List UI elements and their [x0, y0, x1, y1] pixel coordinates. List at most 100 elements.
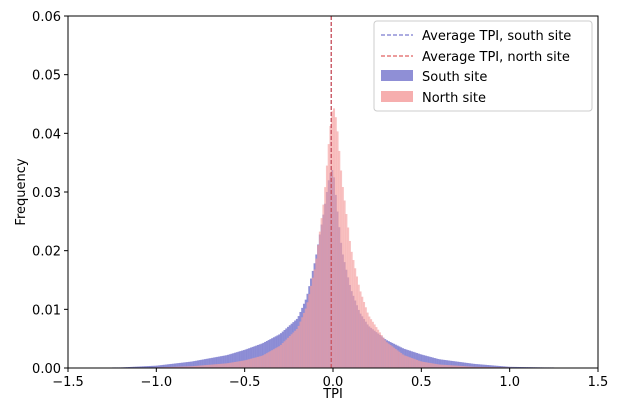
histogram-bar [195, 360, 198, 368]
histogram-bar [198, 365, 201, 368]
histogram-bar [423, 361, 426, 368]
histogram-bar [461, 362, 464, 368]
histogram-bar [421, 361, 424, 368]
histogram-bar [416, 359, 419, 368]
histogram-bar [483, 366, 486, 368]
x-axis: −1.5 −1.0 −0.5 0.0 0.5 1.0 1.5 [52, 368, 608, 390]
histogram-bar [426, 362, 429, 368]
histogram-bar [170, 363, 173, 368]
histogram-bar [253, 357, 256, 368]
histogram-bar [393, 347, 396, 368]
histogram-bar [223, 355, 226, 368]
histogram-bar [272, 349, 275, 368]
histogram-bar [371, 321, 374, 368]
histogram-bar [209, 364, 212, 368]
histogram-bar [299, 321, 302, 368]
histogram-bar [276, 347, 279, 368]
histogram-bar [269, 351, 272, 368]
histogram-bar [504, 366, 507, 368]
histogram-bar [384, 340, 387, 368]
histogram-bar [481, 364, 484, 368]
histogram-bar [235, 352, 238, 368]
histogram-bar [454, 365, 457, 368]
histogram-bar [292, 332, 295, 368]
histogram-bar [189, 366, 192, 368]
histogram-bar [140, 366, 143, 368]
histogram-bar [405, 356, 408, 368]
histogram-bar [419, 361, 422, 368]
histogram-bar [382, 337, 385, 368]
histogram-bar [472, 363, 475, 368]
histogram-bar [444, 360, 447, 368]
histogram-bar [200, 359, 203, 368]
histogram-bar [212, 357, 215, 368]
histogram-bar [249, 358, 252, 368]
histogram-bar [357, 284, 360, 368]
histogram-bar [246, 348, 249, 368]
histogram-bar [398, 351, 401, 368]
histogram-bar [281, 343, 284, 368]
histogram-bar [204, 359, 207, 368]
histogram-bar [465, 366, 468, 368]
histogram-bar [401, 354, 404, 368]
histogram-bar [315, 258, 318, 368]
histogram-bar [302, 312, 305, 368]
histogram-bar [237, 361, 240, 368]
histogram-bar [331, 111, 334, 368]
histogram-bar [364, 307, 367, 368]
histogram-bar [492, 365, 495, 368]
histogram-bar [278, 346, 281, 368]
histogram-bar [306, 302, 309, 368]
histogram-bar [181, 362, 184, 368]
histogram-bar [463, 366, 466, 368]
histogram-bar [154, 365, 157, 368]
legend-box [373, 20, 593, 112]
histogram-bar [172, 363, 175, 368]
histogram-bar [241, 360, 244, 368]
histogram-bar [440, 359, 443, 368]
y-tick-label: 0.04 [32, 127, 61, 142]
histogram-bar [193, 366, 196, 368]
histogram-bar [227, 354, 230, 368]
histogram-bar [430, 357, 433, 368]
histogram-bar [193, 361, 196, 368]
histogram-bar [417, 360, 420, 368]
histogram-bar [172, 366, 175, 368]
histogram-bar [317, 245, 320, 368]
histogram-bar [329, 126, 332, 368]
histogram-bar [454, 361, 457, 368]
histogram-bar [444, 364, 447, 368]
histogram-bar [304, 308, 307, 368]
histogram-bar [313, 269, 316, 368]
histogram-bar [234, 352, 237, 368]
histogram-bar [287, 337, 290, 368]
histogram-bar [158, 365, 161, 368]
histogram-bar [271, 350, 274, 368]
histogram-bar [209, 358, 212, 368]
histogram-bar [460, 362, 463, 368]
histogram-bar [168, 366, 171, 368]
histogram-bar [507, 366, 510, 368]
histogram-bar [461, 366, 464, 368]
histogram-bar [338, 150, 341, 368]
histogram-bar [431, 357, 434, 368]
histogram-bar [511, 366, 514, 368]
histogram-bar [377, 329, 380, 368]
histogram-bar [280, 344, 283, 368]
histogram-bar [145, 366, 148, 368]
legend-south-label: South site [422, 70, 487, 85]
histogram-bar [476, 366, 479, 368]
histogram-bar [366, 312, 369, 368]
histogram-bar [506, 366, 509, 368]
histogram-bar [149, 365, 152, 368]
histogram-bar [204, 365, 207, 368]
histogram-bar [184, 366, 187, 368]
histogram-bar [212, 364, 215, 368]
y-axis: 0.00 0.01 0.02 0.03 0.04 0.05 0.06 [32, 10, 68, 377]
histogram-bar [294, 330, 297, 368]
histogram-bar [297, 325, 300, 368]
histogram-bar [458, 361, 461, 368]
histogram-bar [151, 365, 154, 368]
histogram-bar [446, 365, 449, 368]
